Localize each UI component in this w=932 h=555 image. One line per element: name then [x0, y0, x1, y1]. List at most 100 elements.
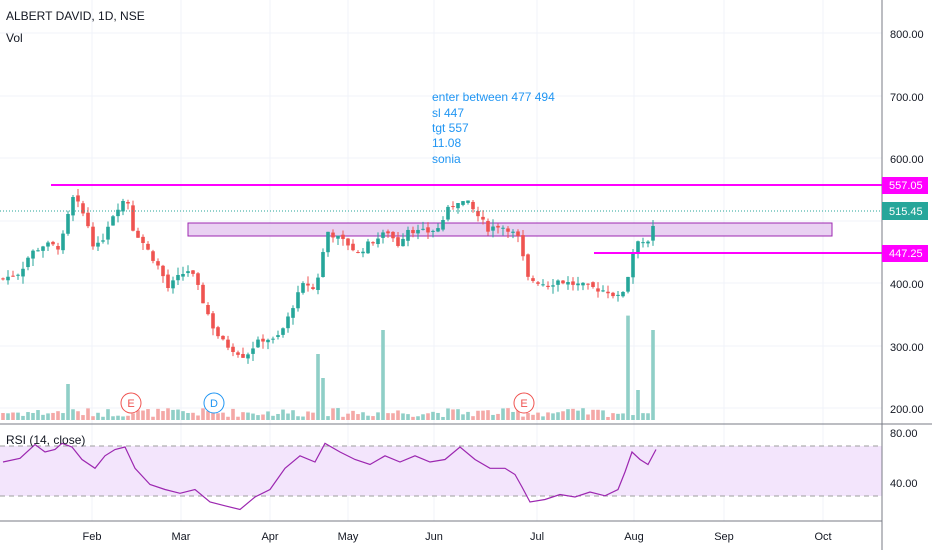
rsi-legend[interactable]: RSI (14, close)	[6, 433, 86, 447]
month-label: Jul	[530, 531, 544, 543]
volume-bar	[241, 412, 245, 420]
volume-bar	[216, 413, 220, 420]
candle	[346, 238, 350, 251]
volume-bar	[321, 378, 325, 420]
volume-bar	[476, 410, 480, 420]
candle	[166, 269, 170, 292]
candle	[561, 280, 565, 285]
price-tick: 300.00	[890, 342, 924, 354]
volume-bar	[341, 416, 345, 420]
volume-bar	[501, 408, 505, 420]
event-letter: E	[127, 398, 134, 410]
rsi-axis[interactable]: 80.00 40.00	[890, 428, 918, 490]
candle	[636, 240, 640, 259]
candle	[466, 200, 470, 205]
month-label: Jun	[425, 531, 443, 543]
candle	[126, 199, 130, 210]
volume-bar	[221, 412, 225, 420]
volume-bar	[471, 416, 475, 420]
volume-bar	[361, 412, 365, 420]
candle	[301, 281, 305, 295]
volume-bar	[156, 408, 160, 420]
candle	[541, 279, 545, 287]
candle	[231, 343, 235, 357]
volume-bar	[411, 416, 415, 420]
rsi-band	[0, 446, 882, 496]
entry-zone-box[interactable]	[187, 222, 833, 237]
trade-note[interactable]: enter between 477 494 sl 447 tgt 557 11.…	[432, 90, 555, 166]
price-axis[interactable]: 800.00 700.00 600.00 400.00 300.00 200.0…	[890, 29, 924, 416]
candle	[426, 222, 430, 239]
candle	[36, 247, 40, 252]
candle	[316, 273, 320, 295]
candle	[651, 219, 655, 246]
svg-text:557.05: 557.05	[889, 180, 923, 192]
candle	[156, 258, 160, 270]
price-candles	[1, 188, 655, 364]
volume-bar	[136, 410, 140, 420]
volume-bar	[446, 408, 450, 420]
volume-bar	[376, 412, 380, 420]
candle	[106, 221, 110, 245]
candle	[481, 210, 485, 225]
volume-bar	[256, 415, 260, 420]
volume-bar	[496, 413, 500, 420]
volume-bar	[581, 408, 585, 420]
time-axis[interactable]: Feb Mar Apr May Jun Jul Aug Sep Oct	[83, 531, 832, 543]
price-tick: 700.00	[890, 92, 924, 104]
volume-bar	[226, 416, 230, 420]
last-price-label: 515.45	[882, 202, 928, 220]
event-letter: D	[210, 398, 218, 410]
candle	[146, 241, 150, 251]
candle	[571, 277, 575, 291]
candle	[331, 229, 335, 243]
candle	[271, 336, 275, 344]
event-marker-earnings-1[interactable]: E	[120, 392, 142, 414]
volume-legend[interactable]: Vol	[6, 31, 23, 45]
candle	[241, 347, 245, 359]
volume-bar	[56, 411, 60, 420]
candle	[186, 265, 190, 277]
candle	[421, 221, 425, 231]
candle	[601, 285, 605, 293]
volume-bars	[1, 315, 655, 420]
candle	[286, 312, 290, 333]
volume-bar	[646, 413, 650, 420]
volume-bar	[551, 413, 555, 420]
candle	[116, 203, 120, 223]
rsi-line	[2, 442, 657, 511]
candle	[491, 219, 495, 238]
candle	[171, 276, 175, 294]
volume-bar	[621, 413, 625, 420]
volume-bar	[386, 413, 390, 420]
candle	[646, 240, 650, 248]
volume-bar	[336, 408, 340, 420]
candle	[606, 285, 610, 299]
volume-bar	[481, 410, 485, 420]
candle	[356, 250, 360, 254]
event-marker-earnings-2[interactable]: E	[513, 392, 535, 414]
candle	[11, 270, 15, 277]
volume-bar	[271, 415, 275, 420]
volume-bar	[181, 411, 185, 420]
volume-bar	[31, 412, 35, 420]
volume-bar	[591, 409, 595, 420]
volume-bar	[151, 416, 155, 420]
volume-bar	[451, 409, 455, 420]
candle	[416, 224, 420, 240]
chart-title[interactable]: ALBERT DAVID, 1D, NSE	[6, 9, 145, 23]
candle	[621, 291, 625, 298]
candle	[516, 229, 520, 243]
candle	[276, 330, 280, 340]
candle	[461, 200, 465, 207]
volume-bar	[436, 412, 440, 420]
volume-bar	[16, 412, 20, 420]
volume-bar	[286, 413, 290, 420]
volume-bar	[171, 409, 175, 420]
candle	[151, 249, 155, 264]
volume-bar	[456, 409, 460, 420]
event-marker-dividend[interactable]: D	[203, 392, 225, 414]
candle	[616, 291, 620, 302]
candle	[641, 237, 645, 248]
